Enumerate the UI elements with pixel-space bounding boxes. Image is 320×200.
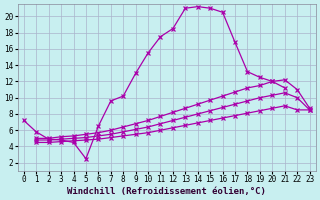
X-axis label: Windchill (Refroidissement éolien,°C): Windchill (Refroidissement éolien,°C) — [67, 187, 266, 196]
